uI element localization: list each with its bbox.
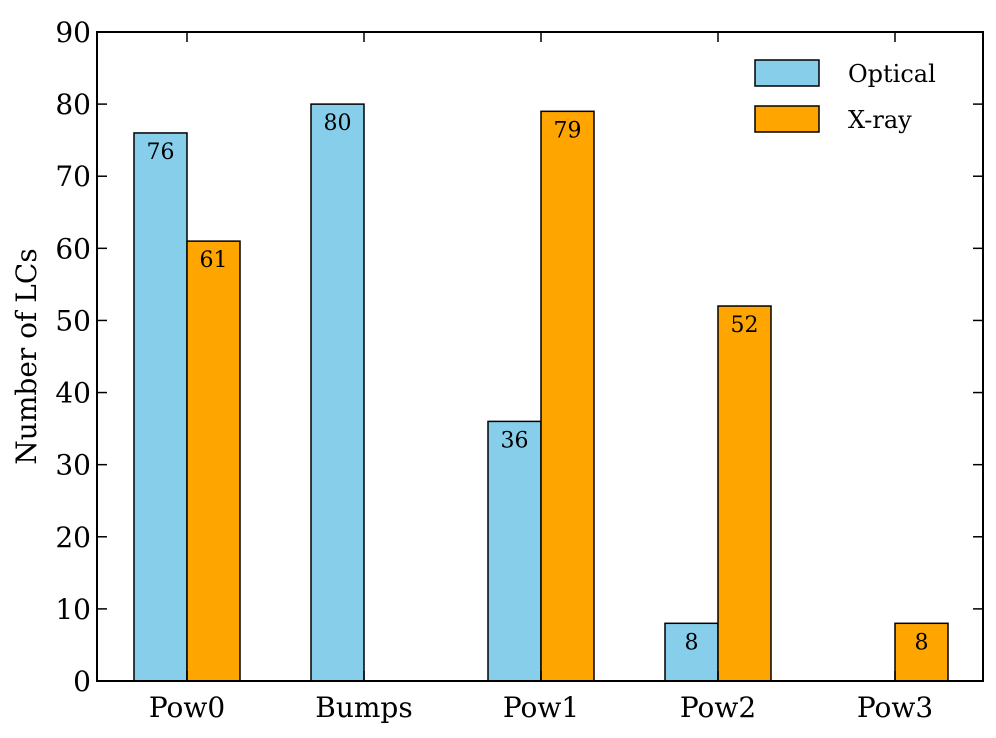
bar-optical-pow2	[664, 622, 719, 682]
bar-value-label: 79	[554, 118, 582, 143]
legend-label-optical: Optical	[848, 60, 936, 88]
y-axis-ticks: 0 10 20 30 40 50 60 70 80 90	[55, 16, 983, 698]
x-tick-label: Pow3	[857, 691, 933, 724]
y-tick-label: 0	[73, 665, 91, 698]
bar-value-label: 52	[731, 313, 759, 338]
bar-optical-bumps	[310, 103, 365, 682]
y-tick-label: 20	[55, 521, 91, 554]
y-tick-label: 80	[55, 88, 91, 121]
bar-value-label: 8	[685, 630, 699, 655]
y-tick-label: 10	[55, 593, 91, 626]
y-tick-label: 70	[55, 160, 91, 193]
y-axis-label: Number of LCs	[10, 248, 43, 464]
legend-swatch-optical	[754, 59, 820, 87]
x-tick-label: Bumps	[315, 691, 412, 724]
x-tick-label: Pow1	[503, 691, 579, 724]
bar-xray-pow2	[717, 305, 772, 682]
y-tick-label: 30	[55, 449, 91, 482]
bar-value-label: 76	[147, 140, 175, 165]
bar-optical-pow1	[487, 420, 542, 682]
bar-xray-pow1	[540, 110, 595, 682]
legend: Optical X-ray	[754, 59, 936, 134]
legend-label-xray: X-ray	[848, 106, 912, 134]
bar-value-label: 61	[200, 248, 228, 273]
plot-frame	[96, 31, 984, 682]
bar-labels-layer: 76 61 80 36 79 8 52 8	[147, 111, 929, 655]
y-tick-label: 60	[55, 232, 91, 265]
bar-xray-pow0	[186, 240, 241, 682]
legend-swatch-xray	[754, 105, 820, 133]
bar-value-label: 8	[915, 630, 929, 655]
bar-value-label: 80	[324, 111, 352, 136]
y-tick-label: 90	[55, 16, 91, 49]
bar-optical-pow0	[133, 132, 188, 682]
x-tick-label: Pow0	[149, 691, 225, 724]
x-tick-label: Pow2	[680, 691, 756, 724]
bar-xray-pow3	[894, 622, 949, 682]
bar-value-label: 36	[501, 428, 529, 453]
y-tick-label: 40	[55, 377, 91, 410]
bars-layer	[133, 103, 949, 682]
y-tick-label: 50	[55, 304, 91, 337]
x-axis-ticks: Pow0 Bumps Pow1 Pow2 Pow3	[149, 32, 933, 724]
